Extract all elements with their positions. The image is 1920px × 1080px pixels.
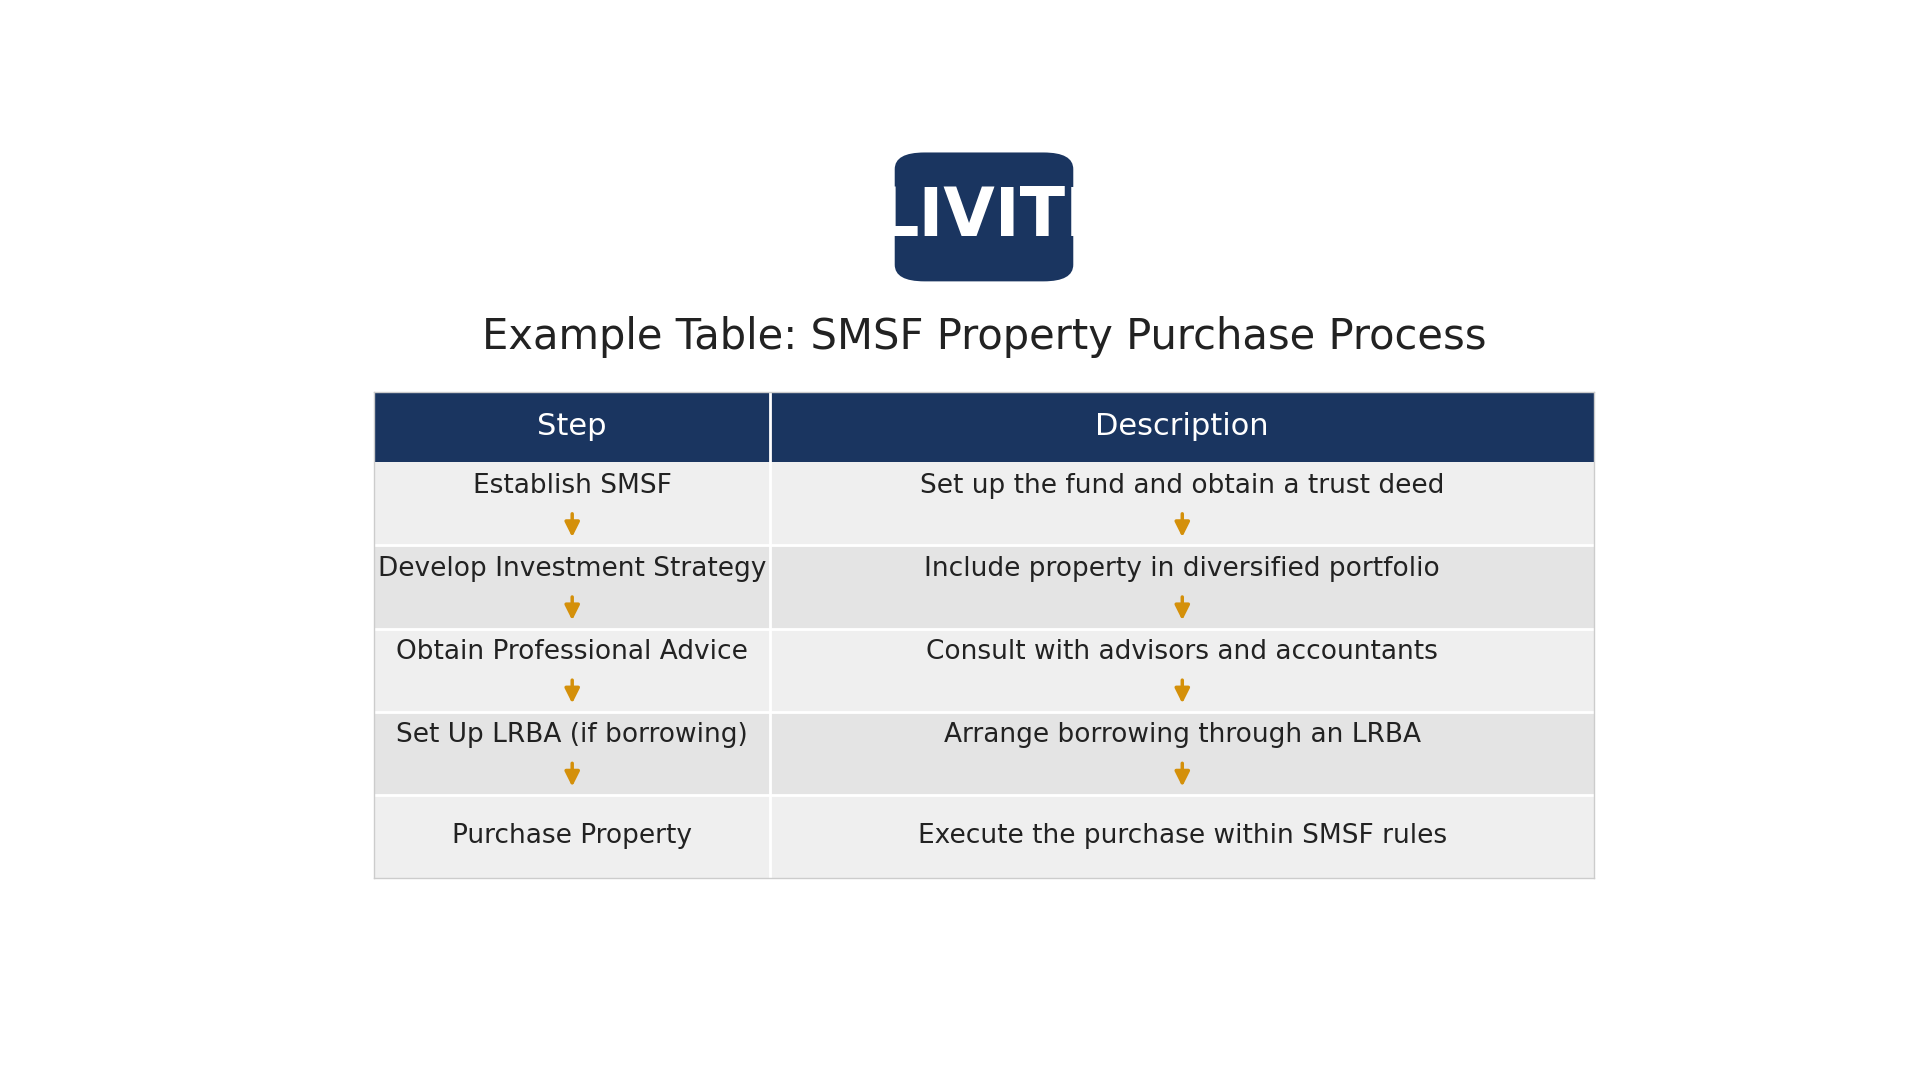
Bar [374, 392, 770, 462]
Text: Include property in diversified portfolio: Include property in diversified portfoli… [924, 556, 1440, 582]
Bar [374, 462, 770, 545]
Text: Set Up LRBA (if borrowing): Set Up LRBA (if borrowing) [396, 723, 749, 748]
Bar [770, 462, 1594, 545]
Bar [770, 629, 1594, 712]
Bar [374, 795, 770, 878]
Bar [374, 629, 770, 712]
Text: Example Table: SMSF Property Purchase Process: Example Table: SMSF Property Purchase Pr… [482, 316, 1486, 359]
Text: Develop Investment Strategy: Develop Investment Strategy [378, 556, 766, 582]
Bar [770, 545, 1594, 629]
Text: Execute the purchase within SMSF rules: Execute the purchase within SMSF rules [918, 823, 1448, 850]
Text: Description: Description [1096, 413, 1269, 442]
Text: Establish SMSF: Establish SMSF [472, 473, 672, 499]
Text: Obtain Professional Advice: Obtain Professional Advice [396, 639, 749, 665]
Bar [770, 795, 1594, 878]
Bar [770, 392, 1594, 462]
Text: Set up the fund and obtain a trust deed: Set up the fund and obtain a trust deed [920, 473, 1444, 499]
Bar [374, 712, 770, 795]
Text: Purchase Property: Purchase Property [453, 823, 693, 850]
Text: Consult with advisors and accountants: Consult with advisors and accountants [925, 639, 1438, 665]
Text: Step: Step [538, 413, 607, 442]
Bar [374, 545, 770, 629]
Text: Arrange borrowing through an LRBA: Arrange borrowing through an LRBA [945, 723, 1421, 748]
Bar [770, 712, 1594, 795]
Text: LIVITI: LIVITI [877, 184, 1091, 249]
FancyBboxPatch shape [895, 152, 1073, 282]
